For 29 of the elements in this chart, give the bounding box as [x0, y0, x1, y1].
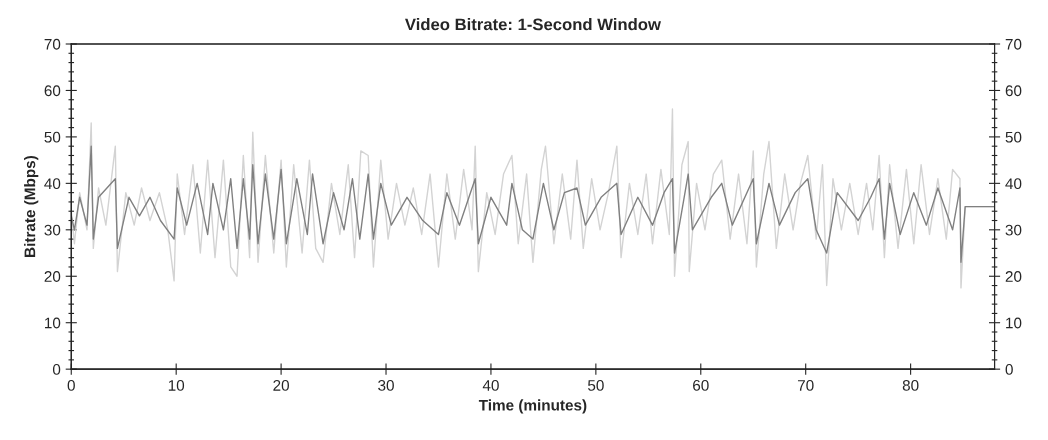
y-tick-label: 10	[45, 317, 61, 329]
y2-tick-label: 70	[1005, 38, 1022, 50]
y2-tick-label: 30	[1005, 224, 1022, 236]
y2-tick-label: 50	[1005, 131, 1022, 143]
y2-tick-label: 10	[1006, 317, 1022, 329]
x-tick-label: 60	[693, 379, 709, 391]
chart-title: Video Bitrate: 1-Second Window	[405, 18, 661, 31]
x-tick-label: 10	[168, 379, 185, 391]
y-axis-title: Bitrate (Mbps)	[24, 155, 39, 257]
y-tick-label: 0	[52, 364, 61, 375]
y2-tick-label: 60	[1005, 85, 1022, 97]
line-series	[71, 145, 995, 264]
y-tick-label: 50	[44, 131, 61, 143]
x-tick-label: 20	[273, 379, 289, 391]
y-tick-label: 30	[44, 224, 61, 236]
y2-tick-label: 20	[1005, 271, 1022, 282]
y-tick-label: 40	[44, 178, 61, 190]
x-axis-title: Time (minutes)	[478, 399, 587, 414]
y2-tick-label: 0	[1005, 364, 1013, 375]
x-tick-label: 30	[378, 379, 394, 391]
y2-tick-label: 40	[1005, 178, 1022, 190]
x-tick-label: 80	[902, 379, 919, 391]
x-tick-label: 70	[797, 379, 814, 391]
y-tick-label: 70	[44, 38, 61, 50]
x-tick-label: 50	[587, 379, 604, 391]
y-tick-label: 20	[44, 271, 61, 282]
y-tick-label: 60	[44, 85, 61, 97]
x-tick-label: 0	[67, 379, 75, 391]
x-tick-label: 40	[482, 379, 499, 391]
